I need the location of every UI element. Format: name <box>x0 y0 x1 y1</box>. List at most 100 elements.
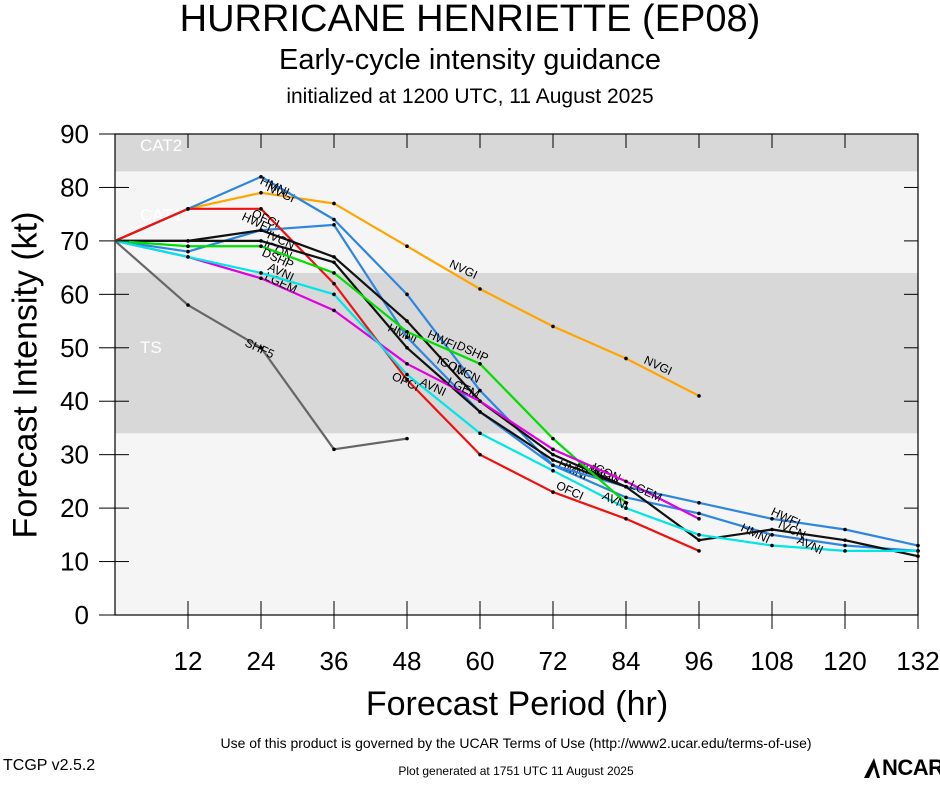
data-point-avni <box>478 431 482 436</box>
series-line-avni <box>114 239 918 552</box>
data-point-ofci <box>186 207 190 211</box>
data-point-hmni <box>332 217 336 222</box>
band-label-cat1: CAT1 <box>140 206 182 225</box>
y-axis-label: Forecast Intensity (kt) <box>6 211 45 539</box>
ncar-logo-text: NCAR <box>882 755 940 780</box>
y-tick-label: 80 <box>60 172 89 202</box>
series-line-hwfi <box>114 223 919 547</box>
chart-subtitle: Early-cycle intensity guidance <box>278 44 661 76</box>
data-point-ofci <box>478 452 482 457</box>
band-cat1 <box>115 171 918 273</box>
x-tick-label: 36 <box>320 646 349 676</box>
data-point-hwfi <box>551 463 555 468</box>
data-point-avni <box>259 271 263 275</box>
data-point-hmni <box>843 543 847 548</box>
data-point-ofci <box>405 378 409 382</box>
version-label: TCGP v2.5.2 <box>3 757 96 774</box>
x-tick-label: 72 <box>539 646 568 676</box>
data-point-avni <box>405 372 409 377</box>
data-point-ivcn <box>916 554 920 559</box>
data-point-nvgi <box>259 190 263 195</box>
data-point-hwfi <box>186 249 190 254</box>
data-point-dshp <box>551 436 555 441</box>
y-tick-label: 40 <box>60 386 89 416</box>
data-point-ivcn <box>843 538 847 542</box>
data-point-dshp <box>405 329 409 334</box>
data-point-dshp <box>332 271 336 275</box>
ncar-logo: NCAR <box>862 754 940 780</box>
data-point-icon <box>551 458 555 462</box>
terms-of-use-notice: Use of this product is governed by the U… <box>220 735 812 751</box>
data-point-hwfi <box>332 223 336 227</box>
data-point-nvgi <box>478 287 482 291</box>
x-tick-label: 12 <box>174 646 203 676</box>
x-tick-label: 120 <box>823 646 866 676</box>
data-point-lgem <box>259 276 263 281</box>
data-point-ivcn <box>332 255 336 259</box>
band-ts <box>115 272 918 434</box>
data-point-dshp <box>624 500 628 505</box>
data-point-icon <box>405 345 409 350</box>
y-tick-label: 10 <box>60 547 89 577</box>
generated-time-label: Plot generated at 1751 UTC 11 August 202… <box>398 764 634 778</box>
data-point-hmni <box>624 495 628 500</box>
data-point-hwfi <box>843 527 847 532</box>
data-point-lgem <box>332 308 336 313</box>
data-point-avni <box>770 543 774 548</box>
data-point-ivcn <box>697 538 701 542</box>
y-tick-label: 60 <box>60 279 89 309</box>
y-tick-label: 70 <box>60 226 89 256</box>
series-lines: NVGINVGINVGIHMNIHMNIHMNIHMNIHWFIHWFIHWFI… <box>114 174 920 559</box>
x-tick-label: 60 <box>466 646 495 676</box>
y-tick-label: 90 <box>60 119 89 149</box>
series-line-dshp <box>114 239 627 504</box>
data-point-icon <box>259 239 263 243</box>
axis-ticks: 0 10 20 30 40 50 60 70 80 90 12 24 36 48 60 72 84 96 108 12… <box>60 119 940 676</box>
data-point-ivcn <box>405 319 409 323</box>
data-point-lgem <box>697 517 701 521</box>
intensity-bands: TS CAT1 CAT2 <box>115 134 918 615</box>
data-point-hwfi <box>405 335 409 339</box>
data-point-avni <box>916 549 920 553</box>
data-point-ofci <box>332 281 336 286</box>
data-point-dshp <box>259 244 263 249</box>
x-tick-label: 96 <box>685 646 714 676</box>
init-time-label: initialized at 1200 UTC, 11 August 2025 <box>286 85 654 108</box>
data-point-ivcn <box>551 452 555 457</box>
data-point-nvgi <box>697 394 701 398</box>
band-label-ts: TS <box>140 338 162 357</box>
y-tick-label: 0 <box>75 600 89 630</box>
band-cat2 <box>115 134 918 172</box>
data-point-shf5 <box>405 436 409 441</box>
data-point-hmni <box>697 511 701 516</box>
data-point-hwfi <box>916 543 920 548</box>
data-point-shf5 <box>186 303 190 307</box>
x-tick-label: 84 <box>612 646 641 676</box>
data-point-avni <box>843 549 847 553</box>
plot-border <box>114 133 919 616</box>
data-point-ofci <box>551 490 555 494</box>
data-point-hwfi <box>770 517 774 521</box>
chart-title: HURRICANE HENRIETTE (EP08) <box>179 0 761 40</box>
data-point-avni <box>697 533 701 537</box>
y-tick-label: 50 <box>60 333 89 363</box>
data-point-hwfi <box>697 500 701 505</box>
data-point-avni <box>624 506 628 510</box>
data-point-ivcn <box>259 228 263 232</box>
plot-frame <box>114 133 919 616</box>
data-point-nvgi <box>332 201 336 206</box>
data-point-lgem <box>478 399 482 404</box>
data-point-hmni <box>405 292 409 297</box>
data-point-shf5 <box>259 345 263 350</box>
ncar-logo-mark-icon <box>864 758 880 778</box>
data-point-ivcn <box>770 527 774 532</box>
data-point-lgem <box>405 362 409 366</box>
series-line-ivcn <box>115 229 919 558</box>
data-point-lgem <box>624 479 628 484</box>
data-point-hmni <box>259 174 263 179</box>
data-point-ofci <box>697 549 701 553</box>
data-point-icon <box>624 484 628 489</box>
x-axis-label: Forecast Period (hr) <box>365 685 669 723</box>
y-tick-label: 30 <box>60 440 89 470</box>
